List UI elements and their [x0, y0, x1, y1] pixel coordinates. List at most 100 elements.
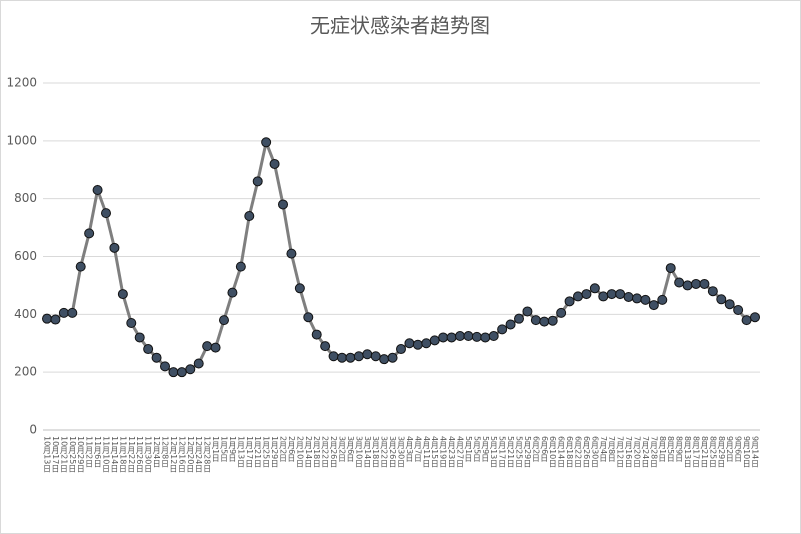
data-point: [648, 300, 659, 311]
x-tick-label: 10月13日: [43, 436, 52, 473]
x-tick-label: 8月21日: [700, 436, 709, 468]
x-tick-label: 5月9日: [481, 436, 490, 463]
x-tick-label: 8月13日: [683, 436, 692, 468]
data-point: [210, 342, 221, 353]
data-point: [455, 331, 465, 342]
data-point: [278, 199, 288, 210]
data-point: [294, 283, 305, 294]
data-point: [421, 338, 432, 349]
x-tick-label: 6月22日: [574, 436, 583, 468]
x-tick-label: 4月11日: [422, 436, 431, 468]
x-tick-label: 2月18日: [312, 436, 321, 468]
y-tick-label: 0: [29, 423, 37, 437]
x-tick-label: 5月17日: [498, 436, 507, 468]
data-point: [320, 341, 331, 352]
x-tick-label: 7月20日: [633, 436, 642, 468]
data-point: [362, 349, 373, 360]
x-tick-label: 6月2日: [531, 436, 540, 463]
x-tick-label: 11月18日: [118, 436, 127, 473]
x-tick-label: 10月17日: [51, 436, 60, 473]
data-point: [665, 263, 676, 274]
data-point: [202, 341, 213, 352]
x-tick-label: 7月16日: [624, 436, 633, 468]
x-tick-label: 12月28日: [203, 436, 212, 473]
x-tick-label: 6月26日: [582, 436, 591, 468]
x-tick-label: 8月25日: [708, 436, 717, 468]
x-tick-label: 1月21日: [253, 436, 262, 468]
x-tick-label: 4月23日: [447, 436, 456, 468]
data-point: [488, 331, 499, 342]
x-tick-label: 9月6日: [734, 436, 743, 463]
chart-title: 无症状感染者趋势图: [310, 14, 490, 38]
data-point: [556, 307, 567, 318]
data-point: [50, 314, 61, 325]
x-tick-label: 10月29日: [76, 436, 85, 473]
data-point: [117, 289, 128, 300]
data-point: [691, 278, 701, 289]
data-point: [370, 351, 381, 362]
data-point: [227, 287, 238, 298]
data-point: [598, 291, 609, 302]
data-point: [707, 286, 718, 297]
data-point: [724, 299, 735, 310]
data-point: [286, 248, 297, 259]
x-tick-label: 8月9日: [675, 436, 684, 463]
data-point: [303, 312, 314, 323]
x-tick-label: 3月14日: [363, 436, 372, 468]
x-tick-label: 11月10日: [102, 436, 111, 473]
x-tick-label: 2月6日: [287, 436, 296, 463]
x-tick-label: 1月29日: [270, 436, 279, 468]
x-tick-label: 1月13日: [236, 436, 245, 468]
data-point: [716, 294, 727, 305]
x-tick-label: 12月4日: [152, 436, 161, 468]
x-tick-label: 2月10日: [295, 436, 304, 468]
data-point: [438, 332, 449, 343]
x-tick-label: 2月26日: [329, 436, 338, 468]
data-point: [134, 332, 145, 343]
data-point: [75, 261, 86, 272]
x-tick-label: 4月7日: [413, 436, 422, 463]
x-tick-label: 5月21日: [506, 436, 515, 468]
x-tick-label: 12月16日: [177, 436, 186, 473]
data-point: [311, 329, 322, 340]
x-tick-label: 1月1日: [211, 436, 220, 463]
data-point: [337, 352, 347, 363]
data-point: [750, 312, 760, 323]
x-tick-label: 7月24日: [641, 436, 650, 468]
data-point: [353, 351, 364, 362]
data-point: [657, 294, 668, 305]
x-tick-label: 12月20日: [186, 436, 195, 473]
y-tick-label: 200: [14, 365, 37, 379]
data-point: [573, 291, 583, 302]
x-tick-label: 1月5日: [220, 436, 229, 463]
data-point: [530, 315, 541, 326]
x-tick-label: 2月22日: [321, 436, 330, 468]
data-point: [193, 358, 204, 369]
x-tick-label: 6月30日: [590, 436, 599, 468]
data-point: [606, 289, 617, 300]
data-point: [581, 289, 592, 300]
x-tick-label: 5月5日: [472, 436, 481, 463]
data-point: [101, 208, 111, 219]
data-point: [42, 313, 52, 324]
x-tick-label: 6月14日: [557, 436, 566, 468]
data-point: [379, 354, 390, 365]
x-tick-label: 8月1日: [658, 436, 667, 463]
x-tick-label: 1月25日: [262, 436, 271, 468]
data-point: [471, 331, 482, 342]
x-tick-label: 7月12日: [616, 436, 625, 468]
x-tick-label: 2月2日: [279, 436, 288, 463]
x-tick-label: 12月24日: [194, 436, 203, 473]
data-point: [160, 361, 170, 372]
data-point: [261, 137, 272, 148]
x-tick-label: 6月6日: [540, 436, 549, 463]
x-tick-label: 8月17日: [692, 436, 701, 468]
data-point: [623, 291, 634, 302]
data-point: [539, 316, 550, 327]
x-tick-label: 10月25日: [68, 436, 77, 473]
x-tick-label: 11月14日: [110, 436, 119, 473]
data-point: [219, 315, 229, 326]
data-point: [741, 315, 752, 326]
x-tick-label: 5月29日: [523, 436, 532, 468]
